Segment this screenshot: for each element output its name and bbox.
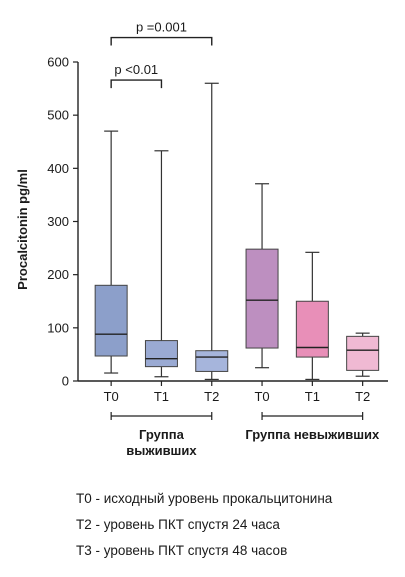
box-iqr [144, 340, 178, 368]
box-iqr [94, 284, 128, 357]
y-tick-label: 500 [47, 108, 69, 123]
significance-bracket [110, 36, 213, 46]
x-tick-label: T1 [305, 389, 320, 404]
x-tick-label: T0 [104, 389, 119, 404]
x-tick-label: T2 [355, 389, 370, 404]
y-tick-label: 400 [47, 161, 69, 176]
note-t3: T3 - уровень ПКТ спустя 48 часов [76, 543, 288, 558]
procalcitonin-box-plot: 0 100 200 300 400 500 600 Procalcitonin pg/ml T0… [15, 20, 388, 458]
x-tick-label: T1 [154, 389, 169, 404]
p-value-label: p <0.01 [114, 62, 158, 77]
y-tick-label: 600 [47, 55, 69, 70]
group-label-line2: выживших [126, 443, 197, 458]
legend-notes: T0 - исходный уровень прокальцитонина T2… [76, 486, 332, 564]
y-tick-label: 100 [47, 320, 69, 335]
p-value-label: p =0.001 [136, 20, 187, 35]
box-iqr [346, 335, 380, 371]
x-tick-label: T2 [204, 389, 219, 404]
y-tick-label: 300 [47, 214, 69, 229]
y-tick-label: 0 [62, 374, 69, 389]
group-label: Группа невыживших [245, 427, 380, 442]
box-iqr [245, 248, 279, 349]
y-axis-title: Procalcitonin pg/ml [15, 169, 30, 290]
y-tick-label: 200 [47, 267, 69, 282]
note-t0: T0 - исходный уровень прокальцитонина [76, 491, 333, 506]
group-label: Группа [139, 427, 185, 442]
significance-bracket [110, 79, 163, 89]
box-iqr [295, 300, 329, 358]
note-t2: T2 - уровень ПКТ спустя 24 часа [76, 517, 280, 532]
box-iqr [195, 350, 229, 372]
x-tick-label: T0 [254, 389, 269, 404]
